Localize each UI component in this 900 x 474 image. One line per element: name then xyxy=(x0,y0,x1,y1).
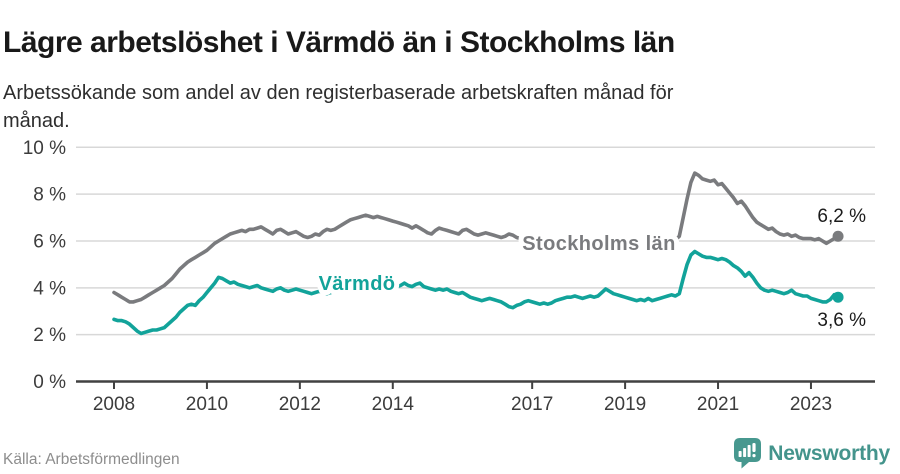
series-label-stockholms-lan: Stockholms län xyxy=(522,233,675,255)
source-note: Källa: Arbetsförmedlingen xyxy=(3,451,180,468)
x-axis-label: 2019 xyxy=(604,394,646,415)
series-end-dot-varmdo xyxy=(832,291,844,303)
page-title: Lägre arbetslöshet i Värmdö än i Stockho… xyxy=(3,26,675,60)
newsworthy-wordmark: Newsworthy xyxy=(768,441,890,465)
x-axis-label: 2008 xyxy=(93,394,135,415)
series-label-varmdo: Värmdö xyxy=(319,273,396,295)
newsworthy-logo-icon xyxy=(734,438,762,469)
series-line-stockholms-lan xyxy=(112,171,840,304)
series-line-varmdo xyxy=(112,249,840,336)
x-axis-label: 2023 xyxy=(790,394,832,415)
newsworthy-brand: Newsworthy xyxy=(734,438,890,469)
series-end-dot-stockholms-lan xyxy=(832,230,844,242)
end-value-label-varmdo: 3,6 % xyxy=(817,310,866,331)
x-axis-label: 2010 xyxy=(186,394,228,415)
y-axis-label: 6 % xyxy=(33,231,66,252)
y-axis-label: 8 % xyxy=(33,185,66,206)
y-axis-label: 4 % xyxy=(33,278,66,299)
page-subtitle: Arbetssökande som andel av den registerb… xyxy=(3,82,674,132)
x-axis-label: 2014 xyxy=(372,394,415,415)
x-axis-label: 2012 xyxy=(279,394,321,415)
end-value-label-stockholms-lan: 6,2 % xyxy=(817,206,866,227)
y-axis-label: 10 % xyxy=(23,138,66,159)
y-axis-label: 0 % xyxy=(33,372,66,393)
y-axis-label: 2 % xyxy=(33,325,66,346)
x-axis-label: 2017 xyxy=(511,394,553,415)
x-axis-label: 2021 xyxy=(697,394,739,415)
